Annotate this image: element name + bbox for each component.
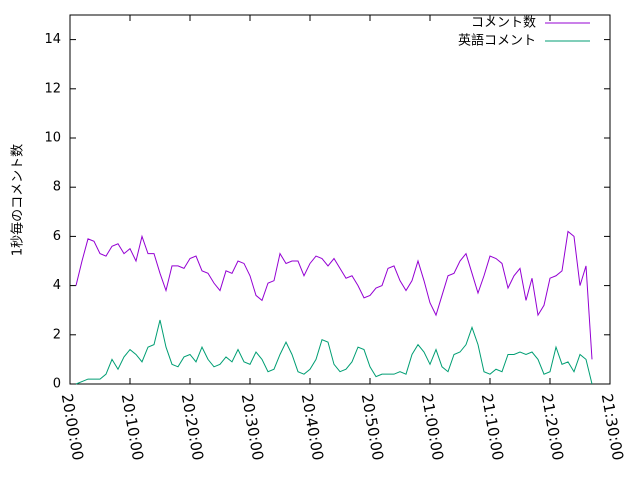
x-tick-label: 20:50:00 [358,392,387,461]
x-tick-label: 20:40:00 [298,392,327,461]
x-tick-label: 21:10:00 [478,392,507,461]
y-tick-label: 0 [53,377,61,392]
y-tick-label: 14 [44,32,61,47]
y-axis-label: 1秒毎のコメント数 [10,144,26,256]
plot-frame [69,14,611,385]
x-tick-label: 20:30:00 [238,392,267,461]
x-tick-label: 21:20:00 [538,392,567,461]
y-tick-label: 12 [44,81,61,96]
y-tick-label: 4 [53,278,61,293]
x-tick-label: 20:20:00 [178,392,207,461]
y-tick-label: 10 [44,131,61,146]
series-line [75,319,593,385]
y-tick-label: 2 [53,327,61,342]
x-tick-label: 20:00:00 [58,392,87,461]
y-tick-label: 8 [53,180,61,195]
series-line [75,230,593,360]
y-tick-label: 6 [53,229,61,244]
legend-label: 英語コメント [458,33,536,49]
x-tick-label: 21:30:00 [598,392,627,461]
legend-label: コメント数 [471,16,536,31]
x-tick-label: 20:10:00 [118,392,147,461]
x-tick-label: 21:00:00 [418,392,447,461]
